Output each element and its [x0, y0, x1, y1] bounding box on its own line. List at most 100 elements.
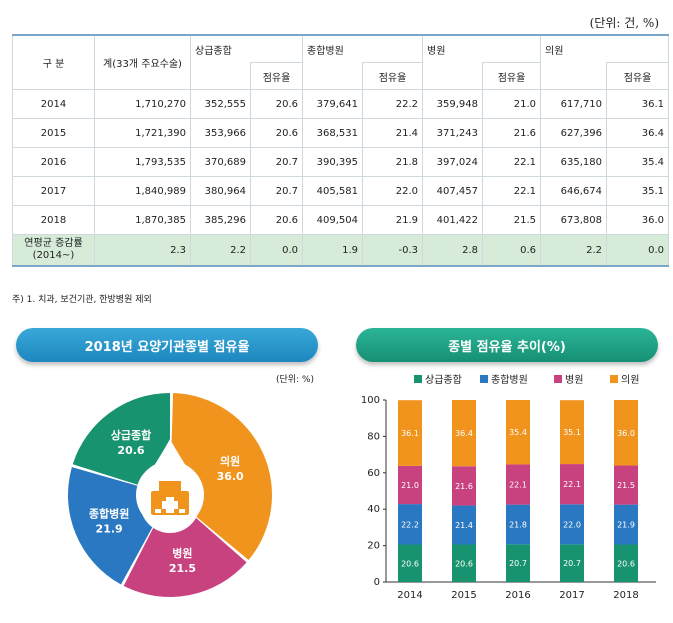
header-group-jonghap: 종합병원	[302, 34, 423, 63]
bar-segment	[614, 504, 638, 545]
bar-segment-label: 20.6	[455, 559, 473, 568]
bar-segment-label: 20.6	[401, 559, 419, 568]
row-cell: 673,808	[540, 205, 607, 235]
bar-segment-label: 21.4	[455, 521, 473, 530]
bar-segment-label: 36.4	[455, 429, 473, 438]
bar-segment	[506, 504, 530, 545]
stacked-bar-chart: 상급종합 종합병원 병원 의원 0 20 40 60 80 100 20.6 22.2 21.0 36.1…	[361, 374, 656, 601]
x-tick-label: 2017	[559, 590, 584, 601]
y-tick-label: 20	[367, 541, 380, 552]
table-row: 2017 1,840,989 380,964 20.7 405,581 22.0 407,4…	[12, 176, 669, 206]
header-share: 점유율	[482, 62, 541, 90]
bar-segment	[452, 505, 476, 545]
row-cell: 380,964	[190, 176, 251, 206]
row-cell: 409,504	[302, 205, 363, 235]
row-cell: 36.0	[606, 205, 669, 235]
header-group-sangup: 상급종합	[190, 34, 303, 63]
row-cell: 35.1	[606, 176, 669, 206]
pie-slice-value: 21.9	[96, 522, 123, 535]
row-total: 1,870,385	[94, 205, 191, 235]
bar-segment	[398, 504, 422, 545]
row-cell: 22.1	[482, 176, 541, 206]
row-cell: 370,689	[190, 147, 251, 177]
y-tick-label: 40	[367, 504, 380, 515]
header-group-uiwon: 의원	[540, 34, 669, 63]
bar-segment-label: 35.1	[563, 428, 581, 437]
row-year: 2014	[12, 89, 95, 119]
avg-growth-row: 연평균 증감률 (2014~) 2.3 2.2 0.0 1.9 -0.3 2.8 0.6 2.2 0…	[12, 234, 669, 267]
y-tick-label: 100	[361, 395, 380, 406]
row-cell: 21.8	[362, 147, 423, 177]
row-cell: 385,296	[190, 205, 251, 235]
avg-label-line2: (2014~)	[32, 250, 75, 261]
bar-segment-label: 21.5	[617, 481, 635, 490]
legend-swatch	[554, 375, 562, 383]
row-cell: 22.0	[362, 176, 423, 206]
bar-segment	[506, 400, 530, 465]
bar-segment-label: 20.6	[617, 559, 635, 568]
legend-label: 상급종합	[425, 374, 462, 386]
bar-segment-label: 21.9	[617, 521, 635, 530]
table-row: 2018 1,870,385 385,296 20.6 409,504 21.9 401,4…	[12, 205, 669, 235]
x-tick-label: 2015	[451, 590, 476, 601]
pie-slice-label: 종합병원	[89, 506, 129, 520]
row-cell: 401,422	[422, 205, 483, 235]
unit-label: (단위: 건, %)	[589, 16, 659, 30]
table-row: 2015 1,721,390 353,966 20.6 368,531 21.4 371,2…	[12, 118, 669, 148]
row-cell: 22.2	[362, 89, 423, 119]
row-cell: 646,674	[540, 176, 607, 206]
header-total: 계(33개 주요수술)	[94, 34, 191, 90]
bar-segment	[560, 400, 584, 465]
row-cell: 21.5	[482, 205, 541, 235]
avg-cell: 0.6	[482, 234, 541, 267]
bar-segment-label: 22.2	[401, 520, 419, 529]
bar-segment	[398, 544, 422, 582]
row-cell: 379,641	[302, 89, 363, 119]
avg-cell: 2.2	[540, 234, 607, 267]
legend-label: 의원	[621, 374, 639, 386]
bar-title: 종별 점유율 추이(%)	[356, 328, 658, 362]
row-year: 2017	[12, 176, 95, 206]
row-cell: 21.0	[482, 89, 541, 119]
row-cell: 35.4	[606, 147, 669, 177]
bar-segment-label: 36.0	[617, 429, 635, 438]
bar-segment-label: 22.1	[563, 480, 581, 489]
avg-cell: 0.0	[250, 234, 303, 267]
bar-segment	[506, 464, 530, 505]
pie-slice	[171, 393, 272, 561]
header-group-byeongwon: 병원	[422, 34, 541, 63]
legend-label: 병원	[565, 374, 583, 386]
y-tick-label: 60	[367, 468, 380, 479]
pie-slice	[72, 393, 170, 485]
bar-segment	[614, 400, 638, 466]
table-footnote: 주) 1. 치과, 보건기관, 한방병원 제외	[12, 295, 152, 305]
row-cell: 617,710	[540, 89, 607, 119]
avg-cell: 0.0	[606, 234, 669, 267]
row-total: 1,721,390	[94, 118, 191, 148]
bar-segment	[560, 504, 584, 545]
hospital-icon	[151, 481, 189, 515]
header-share: 점유율	[606, 62, 669, 90]
avg-cell: -0.3	[362, 234, 423, 267]
header-category: 구 분	[12, 34, 95, 90]
data-table: 구 분 계(33개 주요수술) 상급종합 종합병원 병원 의원 점유율 점유율 …	[12, 34, 669, 267]
legend-swatch	[414, 375, 422, 383]
row-cell: 368,531	[302, 118, 363, 148]
y-tick-label: 80	[367, 431, 380, 442]
bar-segment-label: 21.6	[455, 482, 473, 491]
y-tick-label: 0	[374, 577, 380, 588]
pie-title: 2018년 요양기관종별 점유율	[16, 328, 318, 362]
bar-segment-label: 20.7	[509, 559, 527, 568]
table-row: 2016 1,793,535 370,689 20.7 390,395 21.8 397,0…	[12, 147, 669, 177]
row-cell: 407,457	[422, 176, 483, 206]
bar-segment	[398, 400, 422, 466]
row-cell: 353,966	[190, 118, 251, 148]
avg-label-line1: 연평균 증감률	[24, 238, 83, 249]
header-share: 점유율	[250, 62, 303, 90]
bar-segment-label: 35.4	[509, 428, 527, 437]
row-cell: 397,024	[422, 147, 483, 177]
avg-cell: 2.8	[422, 234, 483, 267]
avg-cell: 2.2	[190, 234, 251, 267]
legend-label: 종합병원	[491, 374, 528, 386]
avg-cell: 1.9	[302, 234, 363, 267]
